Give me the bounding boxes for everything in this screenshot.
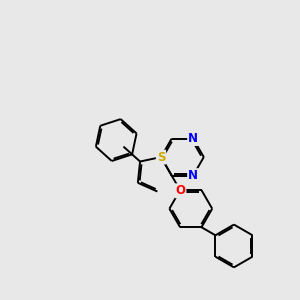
Text: N: N [188, 132, 198, 145]
Text: S: S [157, 151, 165, 164]
Text: N: N [188, 169, 198, 182]
Text: O: O [176, 184, 185, 197]
